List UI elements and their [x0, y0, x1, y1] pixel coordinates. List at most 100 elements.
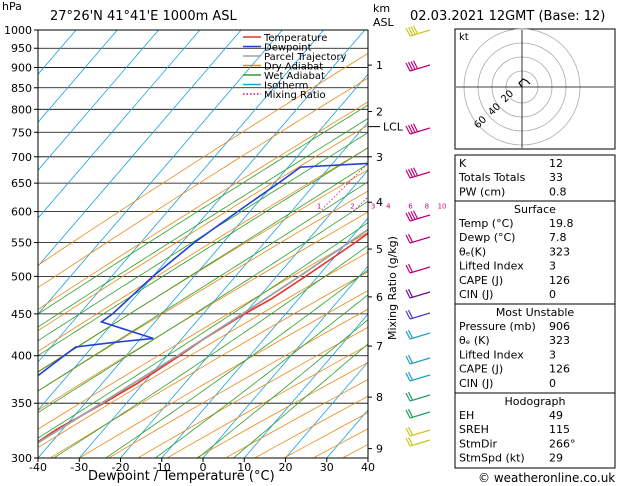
wind-barb: [405, 60, 431, 72]
pressure-tick-label: 300: [11, 452, 32, 465]
pressure-tick-label: 600: [11, 206, 32, 219]
wind-barb: [405, 167, 431, 179]
pressure-tick-label: 400: [11, 350, 32, 363]
dry-adiabat-line: [49, 271, 368, 458]
pressure-tick-label: 800: [11, 103, 32, 116]
wind-barb-feather: [405, 409, 411, 419]
temperature-line: [38, 232, 368, 443]
isotherm-line: [38, 30, 159, 171]
asl-unit-label: ASL: [373, 16, 395, 29]
temperature-tick-label: -40: [29, 461, 47, 474]
dry-adiabat-line: [137, 326, 368, 458]
wind-barb-staff: [409, 291, 431, 299]
legend-entry: Dewpoint: [264, 43, 312, 54]
wind-barb: [405, 123, 431, 135]
height-tick-label: 1: [376, 59, 383, 72]
pressure-tick-label: 1000: [4, 24, 32, 37]
mixing-ratio-label: 1: [317, 203, 321, 211]
legend-entry: Mixing Ratio: [264, 90, 326, 101]
hodograph-index-row-value: 49: [549, 409, 563, 422]
wet-adiabat-line: [105, 269, 368, 458]
wind-barb-feather: [405, 264, 411, 274]
isotherm-line: [78, 121, 368, 458]
mixing-ratio-label: 8: [425, 203, 429, 211]
wind-barb-feather: [407, 288, 414, 298]
indices-box: [454, 154, 616, 202]
isotherm-line: [202, 265, 368, 458]
isotherm-line: [38, 73, 368, 458]
wind-barb-feather: [405, 310, 411, 320]
mixing-ratio-axis-label: Mixing Ratio (g/kg): [386, 236, 399, 340]
most-unstable-row-value: 0: [549, 377, 556, 390]
wind-barb-feather: [405, 234, 411, 244]
surface-row-value: 19.8: [549, 217, 574, 230]
wind-barb-feather: [405, 62, 411, 72]
isotherm-line: [38, 30, 242, 267]
wind-barb: [405, 329, 431, 340]
hodograph-trace: [518, 78, 531, 88]
most-unstable-row-value: 3: [549, 348, 556, 361]
hodograph-index-row-label: EH: [459, 409, 474, 422]
wind-barb: [405, 391, 431, 402]
surface-row-label: CIN (J): [459, 288, 493, 301]
wet-adiabat-line: [38, 163, 368, 373]
temperature-tick-label: -20: [112, 461, 130, 474]
location-title: 27°26'N 41°41'E 1000m ASL: [50, 9, 238, 24]
wind-barbs-column: [405, 25, 431, 447]
temperature-axis: -40 -30 -20 -10 0 10 20 30 40: [29, 458, 375, 474]
pressure-tick-label: 900: [11, 61, 32, 74]
wind-barb-staff: [409, 29, 431, 37]
isotherm-lines: [38, 30, 368, 458]
index-label: Totals Totals: [458, 171, 526, 184]
wind-barb-feather: [407, 124, 414, 134]
temperature-tick-label: 40: [361, 461, 375, 474]
wet-adiabat-line: [53, 245, 368, 458]
wind-barb-feather: [405, 392, 411, 402]
wet-adiabat-line: [38, 222, 368, 439]
wet-adiabat-line: [155, 294, 368, 458]
isotherm-line: [38, 30, 201, 219]
temperature-tick-label: 0: [200, 461, 207, 474]
wind-barb-staff: [409, 357, 431, 365]
wind-barb-staff: [409, 411, 431, 419]
mixing-ratio-label: 6: [408, 203, 413, 211]
wet-adiabat-line: [38, 181, 368, 392]
pressure-tick-label: 550: [11, 237, 32, 250]
wind-barb-feather: [407, 371, 414, 381]
pressure-axis: 300 350 400 450 500 550 600 650 700 750 800 850 900 9…: [4, 24, 38, 465]
hodograph-index-row-label: SREH: [459, 423, 489, 436]
surface-row-label: θₑ(K): [459, 245, 486, 258]
wind-barb-staff: [409, 236, 431, 244]
wind-barb-feather: [405, 437, 411, 447]
wind-barb-staff: [409, 312, 431, 320]
parcel-trajectory-line: [38, 228, 368, 444]
most-unstable-box: [454, 303, 616, 394]
wind-barb: [405, 288, 431, 299]
dry-adiabat-line: [38, 124, 368, 332]
height-tick-label: 3: [376, 151, 383, 164]
wind-barb-feather: [407, 426, 414, 436]
wind-barb-feather: [407, 61, 414, 71]
mixing-ratio-label: 10: [438, 203, 447, 211]
wind-barb: [405, 426, 431, 437]
most-unstable-row-label: θₑ (K): [459, 334, 490, 347]
wind-barb-feather: [405, 330, 411, 340]
pressure-tick-label: 950: [11, 42, 32, 55]
hodograph-index-row-label: StmDir: [459, 437, 498, 450]
hodograph-index-row-value: 266°: [549, 437, 576, 450]
mixing-ratio-label: 3: [371, 203, 375, 211]
surface-row-value: 3: [549, 260, 556, 273]
wet-adiabat-line: [38, 132, 368, 342]
dry-adiabat-line: [38, 231, 368, 430]
hodograph-unit-label: kt: [459, 32, 469, 43]
index-label: K: [459, 157, 467, 170]
surface-row-value: 0: [549, 288, 556, 301]
wind-barb-feather: [412, 210, 419, 219]
wind-barb: [405, 436, 431, 447]
isotherm-line: [243, 313, 368, 458]
dry-adiabat-line: [38, 77, 368, 289]
wind-barb-feather: [410, 211, 416, 220]
